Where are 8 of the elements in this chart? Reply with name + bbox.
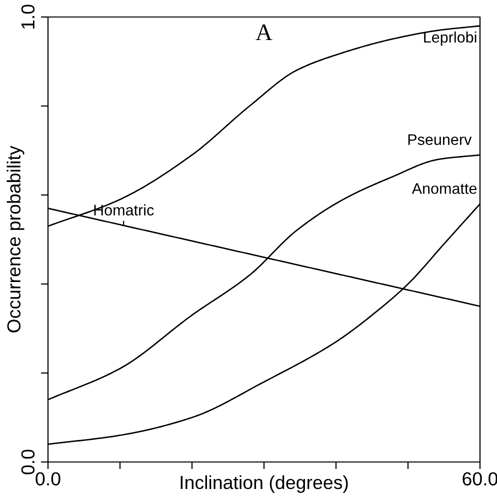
series-label: Pseunerv — [408, 134, 472, 145]
series-label: Leprlobi — [424, 31, 476, 46]
y-tick-label: 1.0 — [21, 4, 35, 29]
chart-title: A — [256, 24, 272, 40]
series-label: Homatric — [94, 204, 154, 216]
x-axis-title: Inclination (degrees) — [180, 475, 348, 493]
y-axis-title: Occurrence probability — [6, 146, 24, 332]
series-label: Anomatte — [412, 183, 477, 194]
